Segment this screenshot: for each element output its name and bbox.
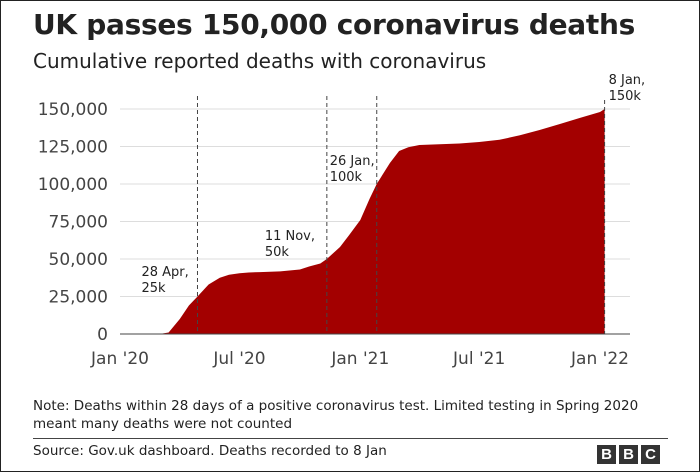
x-tick-label: Jan '22 (570, 349, 629, 369)
chart-title: UK passes 150,000 coronavirus deaths (33, 8, 635, 41)
annotation-label: 8 Jan, (609, 73, 646, 88)
x-tick-label: Jul '20 (212, 349, 265, 369)
y-tick-label: 75,000 (49, 213, 108, 233)
annotation-label: 26 Jan, (330, 154, 375, 169)
y-tick-label: 50,000 (49, 250, 108, 270)
bbc-logo-letter: B (619, 445, 638, 464)
x-tick-label: Jan '20 (90, 349, 149, 369)
cumulative-deaths-area (159, 109, 605, 334)
chart-subtitle: Cumulative reported deaths with coronavi… (33, 49, 487, 73)
annotation-label: 25k (141, 281, 166, 296)
annotation-label: 28 Apr, (141, 265, 188, 280)
bbc-logo: B B C (597, 445, 660, 464)
chart-source: Source: Gov.uk dashboard. Deaths recorde… (33, 443, 387, 459)
footer-divider (33, 438, 668, 439)
annotation-label: 100k (330, 170, 363, 185)
chart-note: Note: Deaths within 28 days of a positiv… (33, 398, 639, 432)
y-tick-label: 125,000 (38, 138, 108, 158)
annotation-label: 50k (265, 245, 290, 260)
annotation-label: 150k (609, 89, 642, 104)
annotation-label: 11 Nov, (265, 229, 315, 244)
y-tick-label: 150,000 (38, 100, 108, 120)
y-tick-label: 100,000 (38, 175, 108, 195)
y-tick-label: 0 (97, 325, 108, 345)
x-tick-label: Jan '21 (330, 349, 389, 369)
y-tick-label: 25,000 (49, 288, 108, 308)
bbc-logo-letter: C (641, 445, 660, 464)
x-tick-label: Jul '21 (452, 349, 505, 369)
bbc-logo-letter: B (597, 445, 616, 464)
chart-area-svg: 0 25,000 50,000 75,000 100,000 125,000 150,000… (38, 73, 646, 369)
